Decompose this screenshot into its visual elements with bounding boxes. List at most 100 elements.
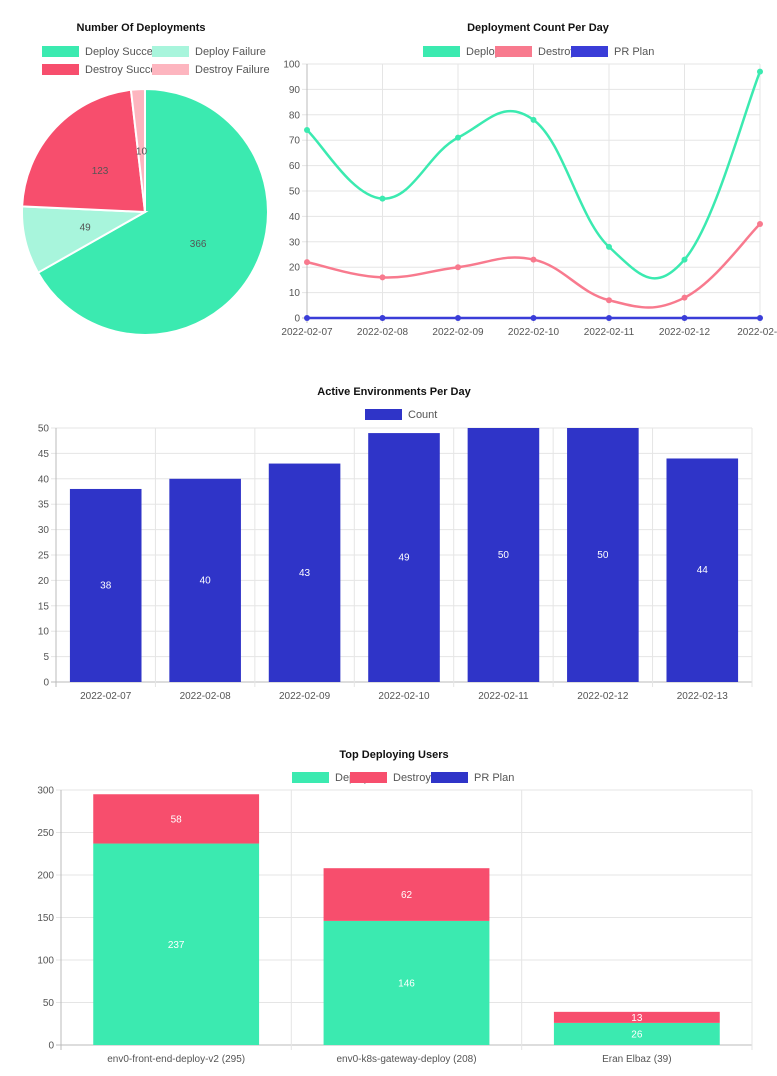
bar (69, 488, 142, 682)
bar-legend: Count (365, 409, 437, 421)
pie-legend-item-swatch (42, 46, 79, 57)
pie-slice (36, 87, 269, 336)
y-tick-label: 250 (37, 828, 54, 839)
y-tick-label: 90 (289, 85, 301, 96)
x-tick-label: 2022-02-1 (737, 327, 777, 338)
data-point (530, 315, 537, 321)
bar-value-label: 40 (200, 575, 212, 586)
y-tick-label: 100 (37, 956, 54, 967)
line-series (304, 68, 763, 321)
data-point (681, 315, 688, 321)
pie-slice (129, 87, 146, 213)
pie-slices (21, 87, 269, 336)
bar (268, 463, 341, 682)
pie-legend-item-swatch (152, 46, 189, 57)
x-tick-label: 2022-02-09 (432, 327, 484, 338)
active-environments-bar-chart: Active Environments Per Day Count 0 5 10 15… (38, 386, 753, 702)
data-point (530, 116, 537, 123)
bar-value-label: 43 (299, 568, 311, 579)
data-point (304, 259, 310, 266)
line-legend-item-swatch (495, 46, 532, 57)
data-point (455, 315, 461, 321)
pie-legend: Deploy Success Deploy Failure Destroy Succ… (42, 46, 270, 76)
bar-value-label: 49 (398, 553, 410, 564)
y-tick-label: 40 (289, 212, 301, 223)
x-tick-label: env0-front-end-deploy-v2 (295) (107, 1054, 245, 1065)
data-point (455, 134, 461, 141)
y-tick-label: 10 (289, 288, 301, 299)
users-legend-item-label: PR Plan (474, 772, 514, 784)
line-legend-item-swatch (571, 46, 608, 57)
pie-legend-item-label: Deploy Failure (195, 46, 266, 58)
segment-value-label: 237 (168, 940, 185, 951)
line-x-axis: 2022-02-07 2022-02-08 2022-02-09 2022-02-10… (281, 327, 777, 338)
bar-title: Active Environments Per Day (317, 386, 471, 398)
x-tick-label: 2022-02-11 (584, 327, 635, 338)
x-tick-label: 2022-02-08 (357, 327, 409, 338)
y-tick-label: 0 (294, 314, 300, 325)
pie-title: Number Of Deployments (77, 22, 206, 34)
pie-slice (21, 88, 147, 214)
data-point (606, 315, 612, 321)
pie-labels: 366 49 123 10 (80, 147, 207, 250)
x-tick-label: 2022-02-07 (281, 327, 333, 338)
y-tick-label: 5 (43, 652, 49, 663)
y-tick-label: 20 (289, 263, 301, 274)
users-legend-item-swatch (431, 772, 468, 783)
pie-legend-item-swatch (42, 64, 79, 75)
bar (467, 428, 540, 682)
x-tick-label: env0-k8s-gateway-deploy (208) (336, 1054, 476, 1065)
y-tick-label: 70 (289, 136, 301, 147)
x-tick-label: 2022-02-12 (659, 327, 711, 338)
x-tick-label: 2022-02-08 (180, 691, 232, 702)
data-point (379, 195, 386, 202)
segment-value-label: 13 (631, 1013, 643, 1024)
x-tick-label: 2022-02-10 (378, 691, 430, 702)
y-tick-label: 50 (38, 424, 50, 435)
users-legend-item-swatch (292, 772, 329, 783)
data-point (757, 68, 763, 75)
pie-slice-value: 10 (136, 147, 148, 158)
y-tick-label: 30 (289, 237, 301, 248)
pie-legend-item-label: Destroy Failure (195, 64, 270, 76)
x-tick-label: 2022-02-07 (80, 691, 132, 702)
y-tick-label: 25 (38, 551, 50, 562)
line-legend-item-swatch (423, 46, 460, 57)
users-legend-item-swatch (350, 772, 387, 783)
pie-legend-item-label: Deploy Success (85, 46, 164, 58)
stacked-bar-segment-destroy (323, 868, 490, 921)
stacked-bar-segment-destroy (553, 1011, 720, 1023)
x-tick-label: 2022-02-12 (577, 691, 629, 702)
y-tick-label: 80 (289, 110, 301, 121)
x-tick-label: 2022-02-09 (279, 691, 331, 702)
users-bars: 237 58 146 62 26 13 (93, 794, 720, 1045)
pie-slice-value: 123 (92, 166, 109, 177)
bar (368, 433, 440, 682)
bar (169, 478, 241, 682)
stacked-bar-segment-deploy (93, 843, 260, 1045)
data-point (379, 274, 386, 281)
segment-value-label: 62 (401, 890, 413, 901)
line-grid (302, 63, 761, 323)
data-point (606, 243, 612, 250)
bar-value-label: 44 (697, 565, 709, 576)
segment-value-label: 26 (631, 1029, 643, 1040)
bar-legend-item-label: Count (408, 409, 437, 421)
line-y-axis: 0 10 20 30 40 50 60 70 80 90 100 (283, 60, 300, 325)
y-tick-label: 40 (38, 474, 50, 485)
deployment-count-line-chart: Deployment Count Per Day Deploy Destroy PR… (281, 22, 777, 338)
x-tick-label: 2022-02-10 (508, 327, 560, 338)
y-tick-label: 15 (38, 601, 50, 612)
y-tick-label: 0 (43, 678, 49, 689)
y-tick-label: 300 (37, 786, 54, 797)
x-tick-label: 2022-02-11 (478, 691, 529, 702)
x-tick-label: 2022-02-13 (677, 691, 729, 702)
y-tick-label: 45 (38, 449, 50, 460)
y-tick-label: 150 (37, 913, 54, 924)
line-legend-item-label: Destroy (538, 46, 576, 58)
y-tick-label: 60 (289, 161, 301, 172)
users-legend-item-label: Destroy (393, 772, 431, 784)
pie-legend-item-swatch (152, 64, 189, 75)
